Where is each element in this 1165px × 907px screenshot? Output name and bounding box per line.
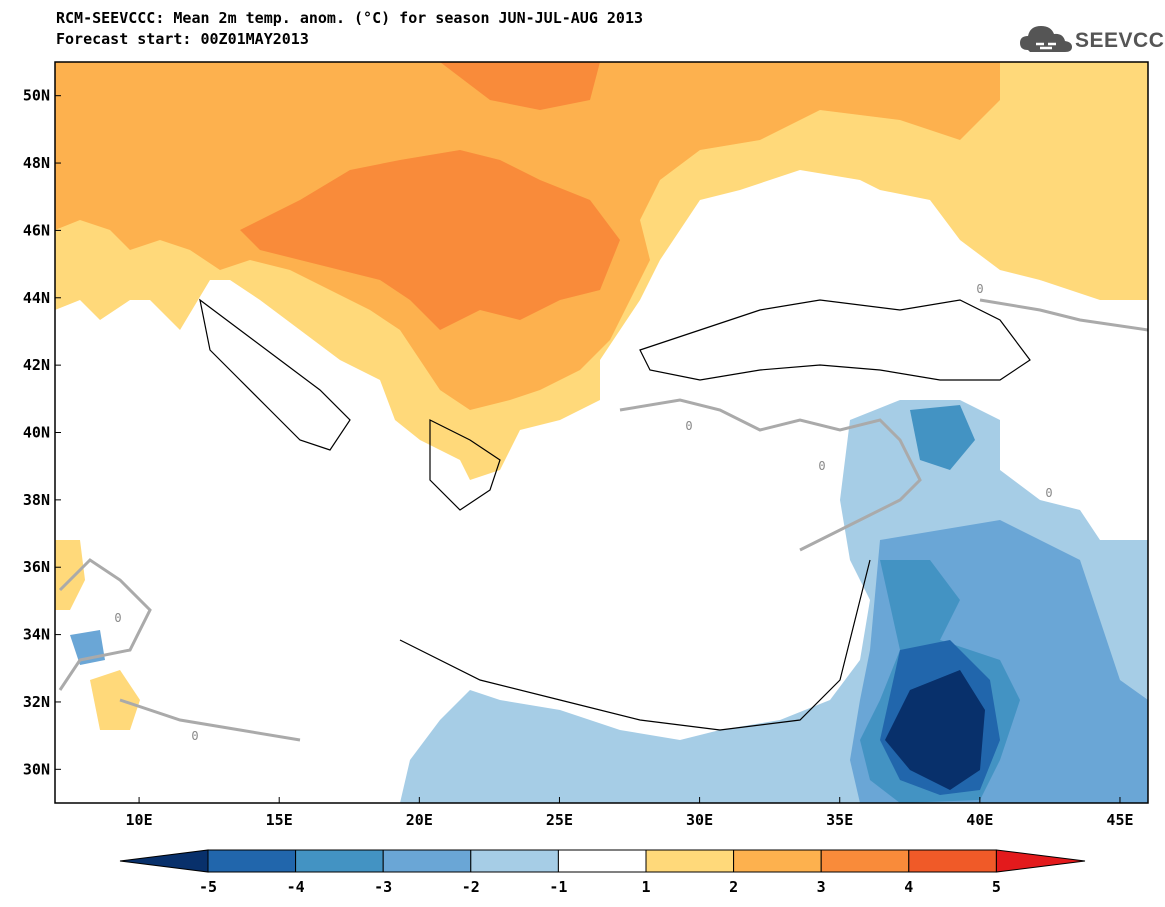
warm-patch-libya xyxy=(90,670,140,730)
warm-patch-corsica xyxy=(55,540,85,610)
coastline xyxy=(199,298,1031,731)
warm-region-3-4 xyxy=(240,150,620,330)
map-title: RCM-SEEVCCC: Mean 2m temp. anom. (°C) fo… xyxy=(56,8,643,50)
colorbar-label: -1 xyxy=(549,878,567,896)
colorbar-label: 4 xyxy=(904,878,913,896)
cold-core xyxy=(885,670,985,790)
cold-patch-turkey xyxy=(910,405,975,470)
warm-patch-north xyxy=(440,62,600,110)
colorbar-label: -2 xyxy=(462,878,480,896)
colorbar-label: -5 xyxy=(199,878,217,896)
colorbar-label: 5 xyxy=(992,878,1001,896)
lon-tick-label: 45E xyxy=(1106,811,1133,829)
colorbar-segment xyxy=(645,849,735,873)
lat-tick-label: 46N xyxy=(23,221,50,239)
warm-patch-ne xyxy=(1000,210,1148,300)
colorbar-label: -4 xyxy=(287,878,305,896)
colorbar-segment xyxy=(820,849,910,873)
title-line-1: RCM-SEEVCCC: Mean 2m temp. anom. (°C) fo… xyxy=(56,9,643,27)
lat-tick-label: 44N xyxy=(23,289,50,307)
contour-label: 0 xyxy=(114,611,121,625)
colorbar-segment xyxy=(733,849,822,873)
colorbar-segment xyxy=(557,849,647,873)
lat-tick-label: 38N xyxy=(23,491,50,509)
contour-label: 0 xyxy=(191,729,198,743)
colorbar-segment xyxy=(295,849,384,873)
colorbar-segment xyxy=(908,849,997,873)
contour-label: 0 xyxy=(1045,486,1052,500)
contour-label: 0 xyxy=(818,459,825,473)
seevccc-logo: SEEVCCC xyxy=(1018,20,1165,56)
colorbar-segment xyxy=(470,849,559,873)
colorbar-label: 2 xyxy=(729,878,738,896)
lat-tick-label: 48N xyxy=(23,154,50,172)
colorbar-label: 1 xyxy=(641,878,650,896)
lat-tick-label: 32N xyxy=(23,693,50,711)
title-line-2: Forecast start: 00Z01MAY2013 xyxy=(56,30,309,48)
colorbar-high-triangle xyxy=(995,849,1086,873)
lat-tick-label: 50N xyxy=(23,87,50,105)
zero-contour-west xyxy=(58,558,301,742)
cloud-icon xyxy=(1020,26,1072,52)
longitude-axis: 10E 15E 20E 25E 30E 35E 40E 45E xyxy=(126,797,1134,829)
lon-tick-label: 30E xyxy=(686,811,713,829)
lon-tick-label: 25E xyxy=(546,811,573,829)
lat-tick-label: 30N xyxy=(23,760,50,778)
lon-tick-label: 15E xyxy=(266,811,293,829)
lon-tick-label: 10E xyxy=(126,811,153,829)
lat-tick-label: 42N xyxy=(23,356,50,374)
lon-tick-label: 35E xyxy=(826,811,853,829)
zero-contour xyxy=(619,298,1148,552)
colorbar-segment xyxy=(382,849,472,873)
lat-tick-label: 36N xyxy=(23,558,50,576)
logo-text: SEEVCCC xyxy=(1075,29,1165,52)
colorbar: -5 -4 -3 -2 -1 1 2 3 4 5 xyxy=(119,849,1086,896)
lon-tick-label: 20E xyxy=(406,811,433,829)
lat-tick-label: 40N xyxy=(23,424,50,442)
colorbar-segment xyxy=(207,849,297,873)
contour-label: 0 xyxy=(976,282,983,296)
map-fields xyxy=(55,62,1148,803)
lon-tick-label: 40E xyxy=(966,811,993,829)
latitude-axis: 30N 32N 34N 36N 38N 40N 42N 44N 46N 48N 50N xyxy=(23,87,61,778)
colorbar-label: -3 xyxy=(374,878,392,896)
colorbar-label: 3 xyxy=(817,878,826,896)
lat-tick-label: 34N xyxy=(23,626,50,644)
colorbar-low-triangle xyxy=(119,849,209,873)
contour-label: 0 xyxy=(685,419,692,433)
